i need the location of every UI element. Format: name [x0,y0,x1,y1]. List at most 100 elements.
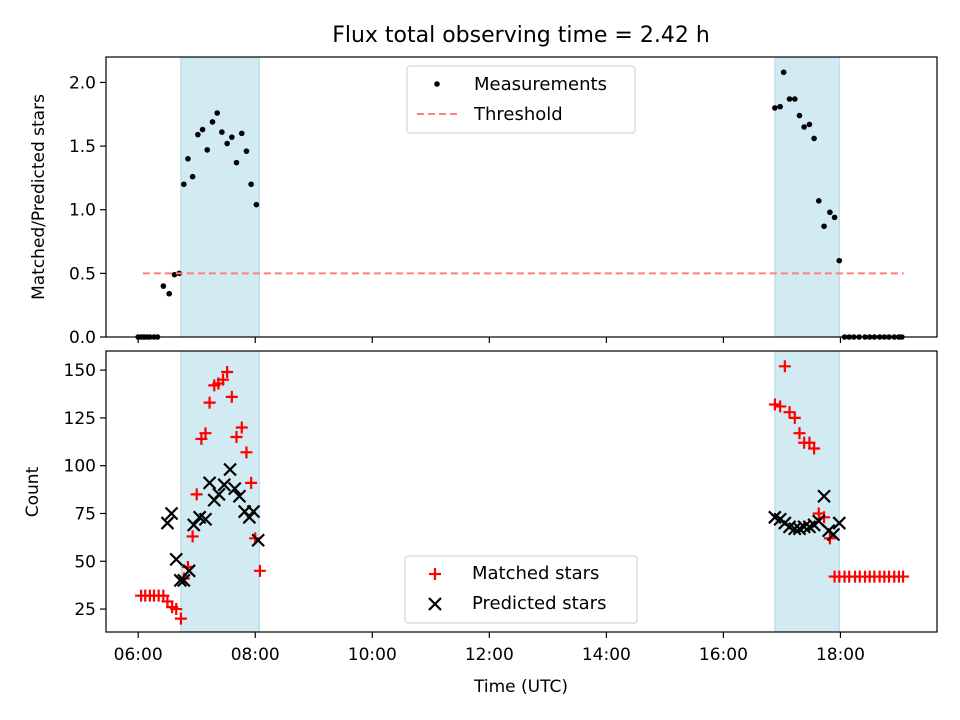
matched-star-point [174,612,187,625]
predicted-star-point [187,518,201,532]
matched-star-point [240,446,253,459]
predicted-star-point [202,476,217,490]
top-panel: 0.00.51.01.52.0 Matched/Predicted stars … [29,56,938,348]
observing-window-shade [180,56,260,338]
predicted-star-point [177,573,191,588]
observing-window-shade [180,350,260,633]
predicted-star-point [169,552,184,567]
predicted-star-point [251,533,265,548]
measurement-point [831,214,838,221]
measurement-point [248,181,254,188]
top-panel-ylabel: Matched/Predicted stars [29,94,49,300]
matched-star-point [768,398,781,411]
measurement-point [204,147,211,153]
measurement-point [195,131,201,138]
x-tick-label: 10:00 [348,645,397,665]
matched-star-point [221,366,234,379]
measurement-point [224,140,230,147]
measurements-legend-marker [434,81,440,87]
bottom-legend-box [404,555,638,624]
x-tick-label: 14:00 [582,645,631,665]
matched-star-point [225,390,238,403]
y-tick-label: 1.0 [69,201,96,221]
x-tick-label: 16:00 [699,645,748,665]
top-legend-box [406,65,636,134]
matched-legend-label: Matched stars [472,563,599,584]
matched-star-point [778,360,791,373]
bottom-panel-ylabel: Count [23,466,43,517]
y-tick-label: 150 [64,361,96,381]
predicted-star-point [227,481,242,496]
top-legend: Measurements Threshold [406,65,636,134]
matched-star-point [190,488,203,501]
predicted-star-point [160,516,175,530]
measurement-point [827,209,833,216]
measurements-legend-label: Measurements [474,74,607,95]
measurement-point [791,96,798,102]
measurement-point [181,181,187,188]
matched-star-point [199,427,212,440]
measurement-point [786,96,793,102]
x-axis-label: Time (UTC) [473,677,568,697]
measurement-point [836,257,843,264]
measurement-point [243,148,250,154]
measurement-point [796,112,803,119]
x-tick-label: 18:00 [816,645,865,665]
bottom-panel-frame [105,350,938,633]
measurement-point [815,198,822,204]
measurement-point [806,121,813,128]
bottom-legend: Matched stars Predicted stars [404,555,638,624]
measurement-point [801,124,807,130]
x-tick-label: 12:00 [465,645,514,665]
x-tick-label: 08:00 [231,645,280,665]
x-tick-label: 06:00 [114,645,163,665]
predicted-star-point [242,510,257,525]
predicted-legend-label: Predicted stars [472,593,606,614]
predicted-star-point [246,504,261,519]
matched-star-point [793,427,806,440]
observing-window-shade [774,56,840,338]
y-tick-label: 75 [74,504,96,524]
predicted-star-point [198,512,213,526]
matched-star-point [186,530,199,543]
measurement-point [189,173,196,180]
measurement-point [229,134,235,140]
measurement-point [811,135,817,142]
matched-star-point [808,442,821,455]
matched-star-point [897,570,910,583]
predicted-star-point [832,516,847,530]
matched-star-point [783,406,796,419]
y-tick-label: 0.5 [69,264,96,284]
y-tick-label: 50 [74,552,96,572]
predicted-star-point [232,489,247,504]
measurement-point [772,105,778,111]
matched-star-point [230,431,243,444]
bottom-panel: 25 50 75 100 125 150 06:00 08:00 10:00 12:00 14:0… [23,350,938,697]
measurement-point [219,129,225,135]
predicted-star-point [826,527,841,542]
y-tick-label: 2.0 [69,73,96,93]
matched-star-point [235,421,248,434]
y-tick-label: 0.0 [69,328,96,348]
matched-star-point [170,603,183,616]
predicted-star-point [223,462,237,477]
measurement-point [166,290,173,297]
threshold-legend-label: Threshold [473,104,563,125]
measurement-point [160,283,167,289]
measurement-point [233,159,240,166]
predicted-star-point [164,506,179,521]
matched-legend-marker [429,568,441,580]
y-tick-label: 1.5 [69,137,96,157]
y-tick-label: 25 [74,600,96,620]
matched-star-point [203,396,216,409]
measurement-point [214,110,220,116]
y-tick-label: 125 [64,409,96,429]
y-tick-label: 100 [64,457,96,477]
matched-star-point [245,476,258,489]
top-panel-frame [105,56,938,338]
matched-star-point [788,411,801,424]
measurement-point [199,126,206,133]
matched-star-point [217,373,230,386]
predicted-legend-marker [428,597,442,611]
